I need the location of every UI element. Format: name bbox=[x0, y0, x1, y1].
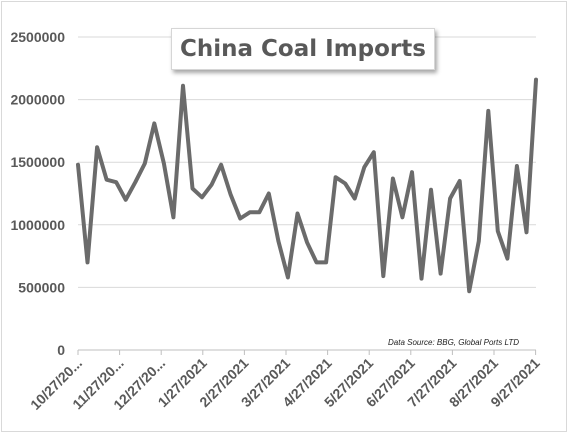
y-tick-label: 2000000 bbox=[10, 92, 65, 108]
gridlines bbox=[78, 36, 536, 288]
x-axis bbox=[77, 349, 537, 355]
data-source-note: Data Source: BBG, Global Ports LTD bbox=[388, 338, 520, 347]
coal-imports-series-line bbox=[76, 77, 538, 294]
series-layer bbox=[76, 77, 538, 294]
y-tick-label: 1000000 bbox=[10, 217, 65, 233]
y-tick-label: 0 bbox=[57, 342, 65, 358]
y-tick-label: 500000 bbox=[18, 279, 65, 295]
x-axis-tick-labels: 10/27/20...11/27/20...12/27/20...1/27/20… bbox=[27, 355, 543, 413]
y-tick-label: 1500000 bbox=[10, 154, 65, 170]
y-axis-tick-labels: 2500000 2000000 1500000 1000000 500000 0 bbox=[10, 29, 65, 358]
chart-title: China Coal Imports bbox=[171, 28, 435, 70]
y-tick-label: 2500000 bbox=[10, 29, 65, 45]
